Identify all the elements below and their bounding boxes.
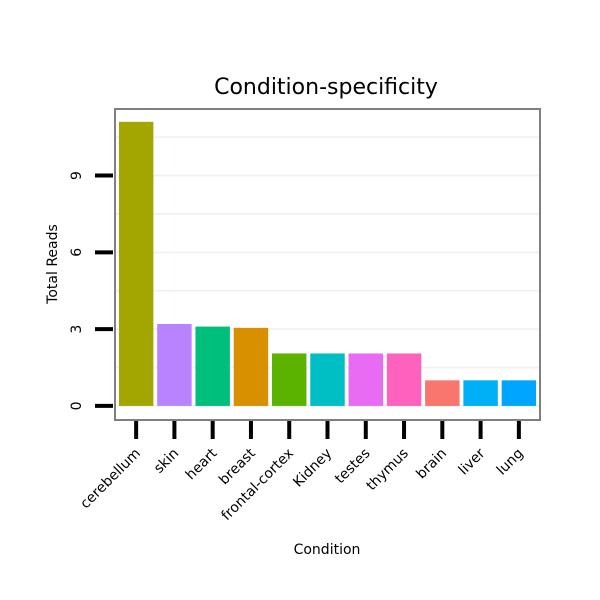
x-axis-title: Condition (294, 542, 361, 558)
x-tick-label-cerebellum: cerebellum (77, 446, 144, 513)
bars (118, 121, 537, 406)
bar-liver (463, 380, 498, 406)
x-tick-label-lung: lung (494, 446, 527, 479)
x-tick-label-thymus: thymus (363, 446, 411, 494)
bar-brain (425, 380, 460, 406)
x-axis: cerebellum skin heartbreastfrontal-cortexK… (77, 421, 527, 524)
y-axis-title: Total Reads (45, 224, 61, 305)
y-tick-label: 9 (69, 171, 85, 180)
plot-border (114, 108, 541, 421)
bar-testes (348, 353, 383, 406)
bar-thymus (386, 353, 422, 406)
x-tick-label-brain: brain (413, 446, 450, 483)
x-tick-label-heart: heart (183, 445, 221, 483)
x-tick-label-liver: liver (456, 445, 489, 478)
bar-lung (501, 380, 537, 406)
x-tick-label-kidney: Kidney (290, 446, 335, 491)
bar-heart (195, 326, 230, 406)
bar-cerebellum (118, 121, 154, 406)
y-tick-label: 6 (69, 248, 85, 257)
chart-title: Condition-specificity (214, 75, 438, 100)
y-tick-label: 3 (69, 325, 85, 334)
bar-breast (233, 327, 269, 406)
x-tick-label-skin: skin (151, 446, 182, 477)
bar-frontal-cortex (272, 353, 307, 406)
y-axis: 0 3 6 9 (69, 171, 113, 410)
y-tick-label: 0 (69, 401, 85, 410)
bar-skin (157, 324, 192, 406)
bar-kidney (310, 353, 345, 406)
